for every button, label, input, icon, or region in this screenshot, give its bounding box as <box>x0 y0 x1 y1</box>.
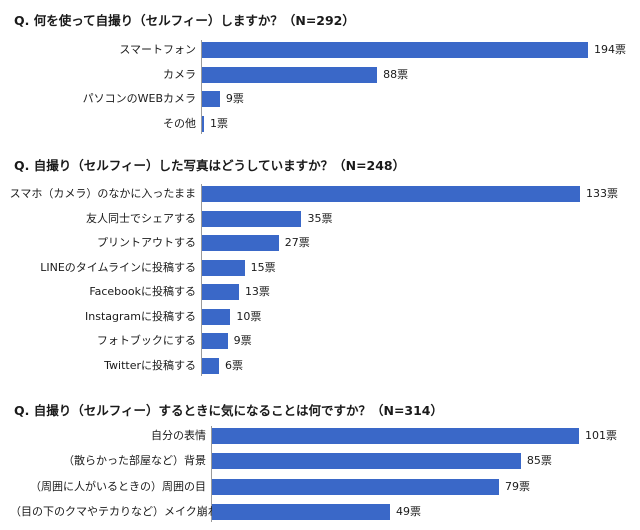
category-label: フォトブックにする <box>96 334 196 347</box>
bar <box>202 115 204 132</box>
bar-row: スマートフォン 194票 <box>0 40 640 60</box>
category-label: Instagramに投稿する <box>85 309 196 323</box>
category-label: Facebookに投稿する <box>89 285 196 298</box>
chart-1-axis <box>201 40 202 134</box>
bar <box>212 503 391 520</box>
bar-row: スマホ（カメラ）のなかに入ったまま 133票 <box>0 184 640 204</box>
category-label: パソコンのWEBカメラ <box>82 92 196 105</box>
value-label: 85票 <box>526 454 552 468</box>
category-label: 友人同士でシェアする <box>86 211 196 225</box>
bar-row: フォトブックにする 9票 <box>0 331 640 351</box>
category-label: （周囲に人がいるときの）周囲の目 <box>30 479 206 493</box>
value-label: 9票 <box>233 334 252 347</box>
bar <box>202 66 378 83</box>
bar <box>202 235 279 251</box>
category-label: （散らかった部屋など）背景 <box>63 454 206 468</box>
bar <box>202 42 588 58</box>
bar <box>212 453 521 470</box>
category-label: スマートフォン <box>119 43 196 56</box>
bar <box>202 259 245 276</box>
value-label: 49票 <box>396 504 422 518</box>
bar-row: （散らかった部屋など）背景 85票 <box>0 451 640 471</box>
bar-row: Instagramに投稿する 10票 <box>0 307 640 327</box>
bar <box>202 357 220 374</box>
value-label: 194票 <box>594 43 626 56</box>
value-label: 79票 <box>505 479 531 493</box>
value-label: 13票 <box>244 285 270 298</box>
value-label: 27票 <box>284 236 310 249</box>
value-label: 1票 <box>210 116 228 130</box>
bar-row: その他 1票 <box>0 114 640 134</box>
value-label: 10票 <box>236 309 262 323</box>
bar-row: 友人同士でシェアする 35票 <box>0 209 640 229</box>
chart-3-title: Q. 自撮り（セルフィー）するときに気になることは何ですか？（N=314） <box>14 403 444 418</box>
category-label: LINEのタイムラインに投稿する <box>40 260 196 274</box>
bar <box>202 308 231 325</box>
bar-row: （目の下のクマやテカりなど）メイク崩れ 49票 <box>0 502 640 522</box>
chart-2-title: Q. 自撮り（セルフィー）した写真はどうしていますか？（N=248） <box>14 158 406 173</box>
bar-row: LINEのタイムラインに投稿する 15票 <box>0 258 640 278</box>
value-label: 88票 <box>383 67 409 81</box>
bar <box>212 428 579 444</box>
category-label: カメラ <box>163 67 196 81</box>
bar <box>212 478 500 495</box>
bar-row: 自分の表情 101票 <box>0 426 640 446</box>
bar-row: カメラ 88票 <box>0 65 640 85</box>
bar-row: Facebookに投稿する 13票 <box>0 282 640 302</box>
category-label: Twitterに投稿する <box>104 358 196 372</box>
bar-row: パソコンのWEBカメラ 9票 <box>0 89 640 109</box>
category-label: その他 <box>163 116 196 130</box>
value-label: 101票 <box>585 429 617 442</box>
chart-1-title: Q. 何を使って自撮り（セルフィー）しますか？（N=292） <box>14 13 355 28</box>
value-label: 133票 <box>586 187 618 200</box>
bar <box>202 186 580 202</box>
bar-row: （周囲に人がいるときの）周囲の目 79票 <box>0 477 640 497</box>
category-label: 自分の表情 <box>151 429 206 442</box>
bar <box>202 284 239 300</box>
value-label: 35票 <box>307 211 333 225</box>
bar <box>202 91 220 107</box>
value-label: 6票 <box>225 358 244 372</box>
bar <box>202 210 302 227</box>
value-label: 9票 <box>225 92 244 105</box>
chart-2-axis <box>201 184 202 376</box>
category-label: スマホ（カメラ）のなかに入ったまま <box>9 187 196 200</box>
category-label: （目の下のクマやテカりなど）メイク崩れ <box>10 504 219 518</box>
value-label: 15票 <box>250 260 276 274</box>
bar <box>202 333 228 349</box>
bar-row: プリントアウトする 27票 <box>0 233 640 253</box>
bar-row: Twitterに投稿する 6票 <box>0 356 640 376</box>
category-label: プリントアウトする <box>97 236 196 249</box>
chart-3-axis <box>211 426 212 522</box>
